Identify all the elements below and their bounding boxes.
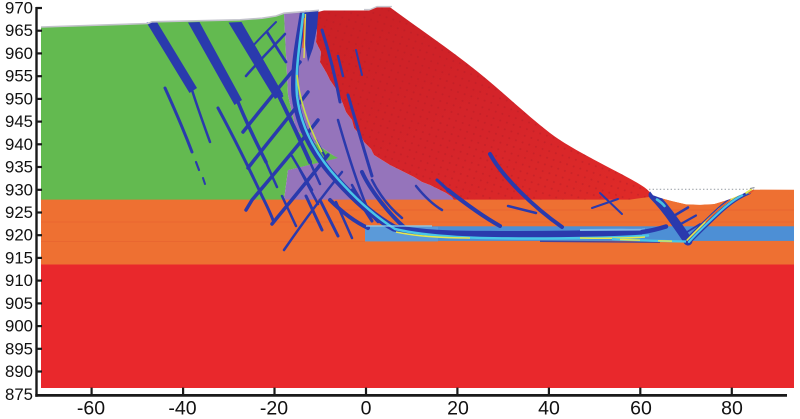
svg-text:-40: -40 — [168, 398, 196, 419]
svg-text:60: 60 — [630, 398, 652, 419]
svg-text:920: 920 — [5, 226, 33, 245]
svg-text:930: 930 — [5, 180, 33, 199]
svg-text:-60: -60 — [77, 398, 105, 419]
svg-text:875: 875 — [5, 385, 33, 404]
svg-text:905: 905 — [5, 294, 33, 313]
svg-text:945: 945 — [5, 112, 33, 131]
svg-text:0: 0 — [361, 398, 372, 419]
svg-text:960: 960 — [5, 44, 33, 63]
svg-text:955: 955 — [5, 67, 33, 86]
svg-text:970: 970 — [5, 0, 33, 18]
svg-text:910: 910 — [5, 271, 33, 290]
svg-text:900: 900 — [5, 317, 33, 336]
svg-text:80: 80 — [721, 398, 743, 419]
svg-text:-20: -20 — [260, 398, 288, 419]
svg-text:890: 890 — [5, 362, 33, 381]
svg-text:940: 940 — [5, 135, 33, 154]
svg-text:895: 895 — [5, 339, 33, 358]
svg-text:925: 925 — [5, 203, 33, 222]
svg-text:950: 950 — [5, 89, 33, 108]
svg-text:965: 965 — [5, 21, 33, 40]
svg-text:915: 915 — [5, 248, 33, 267]
svg-text:40: 40 — [538, 398, 560, 419]
svg-text:20: 20 — [447, 398, 469, 419]
svg-text:935: 935 — [5, 158, 33, 177]
